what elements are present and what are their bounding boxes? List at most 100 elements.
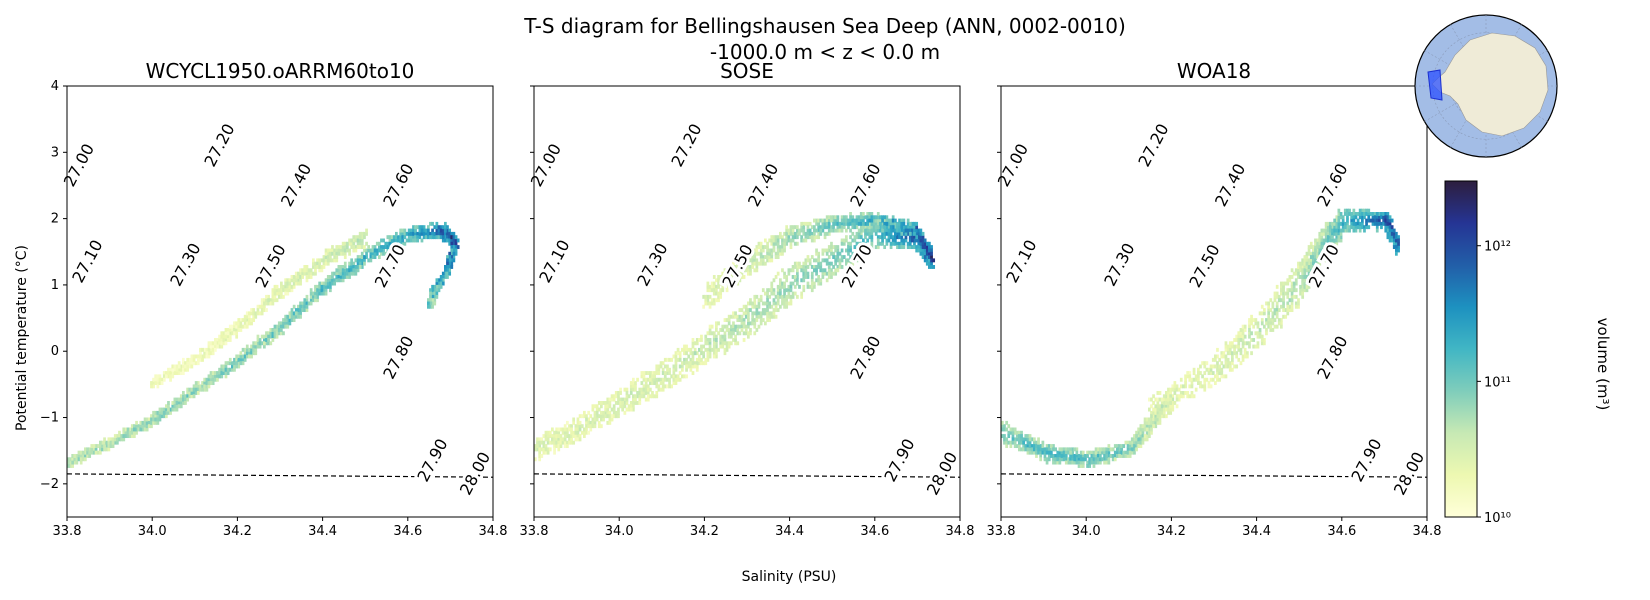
heat-cell [840, 228, 844, 233]
heat-cell [1299, 284, 1302, 289]
heat-cell [431, 228, 434, 233]
heat-cell [1263, 324, 1266, 329]
contour-label-27.20: 27.20 [1131, 118, 1175, 173]
heat-cell [1060, 457, 1064, 462]
heat-cell [806, 284, 810, 289]
heat-cell [297, 271, 300, 276]
x-tick-label: 33.8 [987, 524, 1016, 539]
heat-cell [1007, 424, 1011, 429]
heat-cell [638, 391, 642, 395]
heat-cell [226, 338, 230, 342]
heat-cell [640, 394, 644, 399]
heat-cell [891, 228, 895, 233]
heat-cell [1148, 427, 1151, 432]
heat-cell [1237, 334, 1241, 339]
heat-cell [122, 430, 126, 435]
heat-cell [629, 407, 633, 412]
heat-cell [868, 212, 872, 216]
heat-cell [855, 248, 859, 253]
heat-cell [196, 384, 200, 389]
heat-cell [832, 265, 835, 269]
heat-cell [1235, 351, 1239, 356]
heat-cell [454, 238, 458, 243]
heat-cell [774, 301, 778, 306]
heat-cell [1220, 374, 1224, 379]
heat-cell [1367, 212, 1371, 216]
heat-cell [1243, 328, 1247, 332]
heat-cell [1380, 225, 1383, 230]
heat-cell [702, 354, 706, 359]
heat-cell [821, 248, 825, 253]
heat-cell [781, 245, 784, 250]
heat-cell [1214, 364, 1217, 369]
heat-cell [173, 401, 177, 405]
heat-cell [806, 231, 810, 236]
heat-cell [1165, 407, 1168, 412]
heat-cell [1224, 344, 1228, 349]
heat-cell [638, 401, 642, 405]
heat-cell [392, 245, 396, 250]
y-tick-label: −1 [40, 411, 59, 426]
heat-cell [1354, 212, 1358, 216]
heat-cell [1352, 225, 1356, 230]
heat-cell [1128, 444, 1132, 449]
heat-cell [1062, 450, 1066, 455]
heat-cell [235, 321, 239, 326]
heat-cell [753, 304, 757, 309]
heat-cell [1305, 288, 1309, 293]
heat-cell [727, 318, 731, 323]
heat-cell [1154, 424, 1158, 429]
heat-cell [143, 427, 147, 432]
heat-cell [318, 288, 322, 293]
heat-cell [757, 251, 761, 256]
heat-cell [1152, 394, 1155, 399]
freezing-line [534, 473, 960, 478]
heat-cell [819, 228, 823, 233]
heat-cell [437, 231, 441, 236]
heat-cell [441, 281, 445, 286]
heat-cell [1297, 298, 1300, 303]
heat-cell [67, 457, 70, 462]
heat-cell [555, 434, 559, 439]
heat-cell [879, 225, 882, 230]
contour-label-text: 27.50 [251, 241, 289, 290]
heat-cell [348, 265, 351, 269]
heat-cell [433, 284, 437, 289]
heat-cell [1301, 281, 1305, 286]
heat-cell [704, 301, 708, 306]
heat-cell [785, 278, 789, 283]
heat-cell [1045, 460, 1049, 465]
heat-cell [612, 404, 616, 409]
contour-label-text: 27.30 [166, 240, 204, 289]
heat-cell [196, 354, 200, 359]
heat-cell [1324, 251, 1328, 256]
heat-cell [1256, 341, 1260, 346]
heat-cell [557, 440, 561, 445]
heat-cell [1309, 251, 1313, 256]
heat-cell [1358, 215, 1362, 220]
heat-cell [661, 387, 665, 392]
heat-cell [1194, 374, 1198, 379]
heat-cell [1239, 351, 1243, 356]
heat-cell [706, 351, 710, 356]
heat-cell [435, 291, 439, 296]
heat-cell [1058, 454, 1062, 458]
heat-cell [99, 444, 102, 449]
heat-cell [192, 391, 196, 395]
heat-cell [1275, 308, 1279, 313]
heat-cell [371, 255, 375, 260]
heat-cell [1337, 228, 1341, 233]
heat-cell [1395, 238, 1398, 243]
heat-cell [1167, 401, 1170, 405]
heat-cell [553, 437, 556, 442]
heat-cell [587, 410, 591, 415]
heat-cell [551, 437, 554, 442]
heat-cell [337, 268, 341, 273]
heat-cell [866, 238, 870, 243]
heat-cell [904, 231, 908, 236]
heat-cell [407, 228, 411, 233]
heat-cell [162, 374, 166, 379]
heat-cell [676, 374, 680, 379]
heat-cell [642, 371, 646, 376]
plot-area-0 [67, 221, 493, 478]
